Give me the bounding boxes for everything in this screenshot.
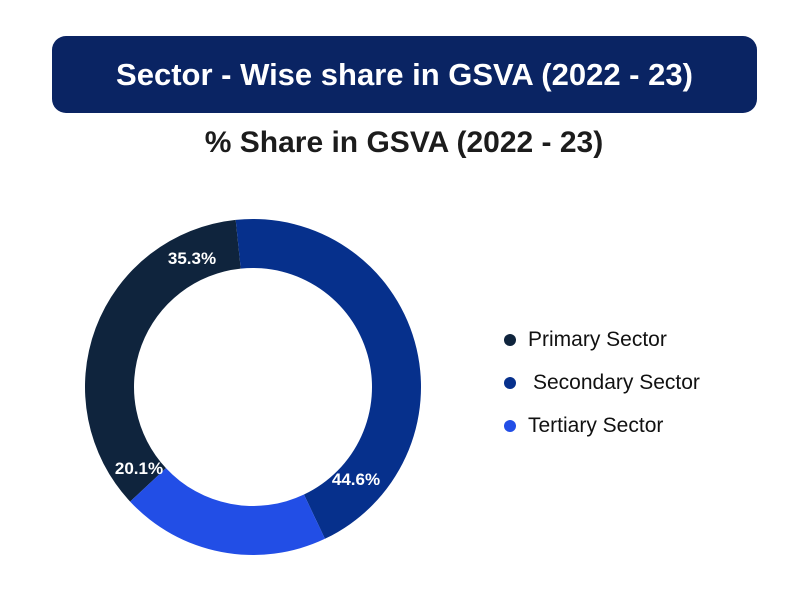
banner-title: Sector - Wise share in GSVA (2022 - 23) xyxy=(116,56,693,92)
donut-slice-tertiary xyxy=(130,468,325,555)
legend-label-tertiary: Tertiary Sector xyxy=(528,413,664,437)
data-label-secondary: 44.6% xyxy=(332,470,380,489)
legend-item-secondary: Secondary Sector xyxy=(504,361,700,404)
title-banner: Sector - Wise share in GSVA (2022 - 23) xyxy=(52,36,757,113)
donut-slice-secondary xyxy=(235,219,422,539)
legend-item-tertiary: Tertiary Sector xyxy=(504,404,700,447)
legend-swatch-primary xyxy=(504,333,516,346)
legend-label-primary: Primary Sector xyxy=(528,327,667,351)
chart-legend: Primary Sector Secondary Sector Tertiary… xyxy=(504,318,700,447)
donut-slice-primary xyxy=(85,219,241,502)
chart-title: % Share in GSVA (2022 - 23) xyxy=(204,126,604,159)
data-label-primary: 35.3% xyxy=(168,249,216,268)
legend-label-secondary: Secondary Sector xyxy=(533,370,700,394)
legend-swatch-secondary xyxy=(504,376,516,389)
data-label-tertiary: 20.1% xyxy=(115,459,163,478)
legend-swatch-tertiary xyxy=(504,419,516,432)
legend-item-primary: Primary Sector xyxy=(504,318,700,361)
